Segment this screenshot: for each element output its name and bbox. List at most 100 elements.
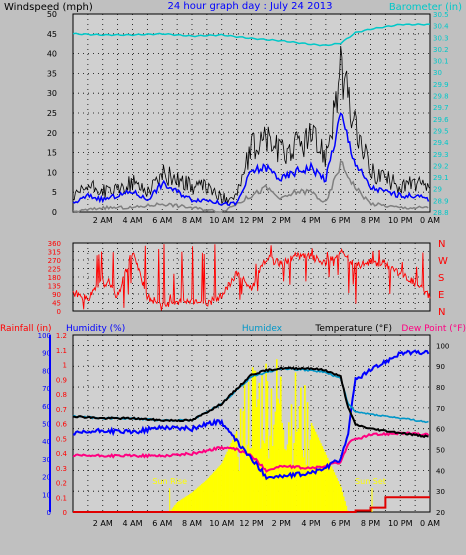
humidity-y-tick: 30 [42, 456, 51, 464]
wind-y-tick: 50 [47, 10, 57, 19]
temp-y-tick: 60 [436, 426, 445, 434]
dewpoint-label: Dew Point (°F) [401, 324, 466, 334]
dir-y-tick: 180 [48, 274, 61, 282]
sun-rise-label: Sun Rise [152, 477, 187, 486]
baro-y-tick: 29.9 [433, 81, 449, 89]
wind-x-tick: 10 AM [209, 216, 234, 225]
dir-compass-tick: E [438, 290, 444, 301]
baro-y-tick: 29 [433, 186, 442, 194]
temp-x-tick: 2 AM [93, 519, 113, 528]
temp-y-tick: 50 [436, 447, 445, 455]
baro-y-tick: 29.3 [433, 151, 449, 159]
temp-x-tick: 2 PM [272, 519, 291, 528]
rainfall-series-line [73, 496, 430, 513]
temp-y-tick: 20 [436, 509, 445, 517]
humidex-label: Humidex [242, 324, 283, 334]
rain-y-tick: 0.1 [56, 494, 67, 502]
dir-compass-tick: W [438, 256, 448, 267]
rain-y-label: Rainfall (in) [0, 324, 52, 334]
rain-y-tick: 1.2 [56, 332, 67, 340]
rain-y-tick: 1 [63, 362, 67, 370]
rain-y-tick: 0.9 [56, 376, 67, 384]
temp-x-tick: 10 AM [209, 519, 234, 528]
wind-x-tick: 4 PM [301, 216, 320, 225]
temp-x-tick: 4 AM [122, 519, 142, 528]
dir-y-tick: 225 [48, 266, 61, 274]
dir-y-tick: 135 [48, 283, 61, 291]
baro-y-tick: 30.5 [433, 11, 449, 19]
baro-y-tick: 29.8 [433, 93, 449, 101]
temp-x-tick: 8 AM [182, 519, 202, 528]
wind-y-tick: 45 [47, 30, 57, 39]
wind-y-tick: 35 [47, 69, 57, 78]
rain-y-tick: 0.6 [56, 421, 68, 429]
wind-x-tick: 10 PM [388, 216, 413, 225]
wind-x-tick: 8 AM [182, 216, 202, 225]
baro-y-tick: 29.6 [433, 116, 449, 124]
wind-direction-series-line [72, 244, 431, 311]
temp-y-tick: 80 [436, 384, 445, 392]
wind-y-tick: 5 [52, 188, 57, 197]
humidity-y-tick: 90 [42, 350, 51, 358]
wind-x-tick: 12 PM [239, 216, 264, 225]
temp-y-tick: 70 [436, 405, 445, 413]
rain-y-tick: 1.1 [56, 347, 67, 355]
wind-x-tick: 8 PM [361, 216, 380, 225]
humidity-y-tick: 0 [47, 509, 51, 517]
humidity-y-tick: 60 [42, 403, 51, 411]
dir-compass-tick: N [438, 239, 445, 250]
baro-y-tick: 29.1 [433, 174, 449, 182]
baro-y-tick: 28.8 [433, 209, 449, 217]
temp-y-tick: 40 [436, 467, 445, 475]
wind-x-tick: 6 AM [152, 216, 172, 225]
dir-y-tick: 270 [48, 257, 61, 265]
wind-x-tick: 2 AM [93, 216, 113, 225]
wind-y-tick: 15 [47, 149, 57, 158]
wind-y-tick: 10 [47, 168, 57, 177]
wind-y-tick: 20 [47, 129, 57, 138]
wind-y-label: Windspeed (mph) [4, 2, 93, 13]
rain-y-tick: 0.7 [56, 406, 67, 414]
baro-y-tick: 30.3 [433, 34, 449, 42]
humidity-y-tick: 10 [42, 491, 51, 499]
dir-compass-tick: S [438, 273, 444, 284]
rain-y-tick: 0.8 [56, 391, 67, 399]
dir-y-tick: 90 [52, 291, 61, 299]
wind-x-tick: 0 AM [420, 216, 440, 225]
humidity-y-label: Humidity (%) [66, 324, 125, 334]
min-wind-series-line [72, 159, 429, 213]
temp-x-tick: 12 PM [239, 519, 264, 528]
temp-y-tick: 30 [436, 488, 445, 496]
baro-y-tick: 28.9 [433, 197, 449, 205]
baro-y-tick: 29.7 [433, 104, 449, 112]
wind-y-tick: 30 [47, 89, 57, 98]
dir-y-tick: 315 [48, 249, 61, 257]
sun-set-label: Sun Set [355, 477, 386, 486]
temperature-label: Temperature (°F) [314, 324, 392, 334]
barometer-series-line [72, 23, 431, 47]
dir-y-tick: 360 [48, 240, 61, 248]
rain-y-tick: 0.3 [56, 465, 67, 473]
humidity-y-tick: 80 [42, 367, 51, 375]
wind-x-tick: 4 AM [122, 216, 142, 225]
baro-y-tick: 29.2 [433, 162, 449, 170]
temp-y-tick: 90 [436, 363, 445, 371]
temp-x-tick: 10 PM [388, 519, 413, 528]
gust-series-line [72, 45, 431, 205]
wind-panel [72, 13, 431, 213]
rain-y-tick: 0.2 [56, 480, 67, 488]
chart-title: 24 hour graph day : July 24 2013 [167, 1, 332, 12]
humidity-y-tick: 50 [42, 421, 51, 429]
baro-y-tick: 29.4 [433, 139, 449, 147]
wind-y-tick: 0 [52, 208, 57, 217]
dir-y-tick: 0 [57, 308, 61, 316]
baro-y-tick: 30.4 [433, 23, 449, 31]
baro-y-tick: 29.5 [433, 127, 449, 135]
humidity-y-tick: 20 [42, 474, 51, 482]
baro-y-tick: 30 [433, 69, 442, 77]
hum-series-line [72, 349, 430, 481]
baro-y-label: Barometer (in) [389, 2, 462, 13]
temp-x-tick: 8 PM [361, 519, 380, 528]
